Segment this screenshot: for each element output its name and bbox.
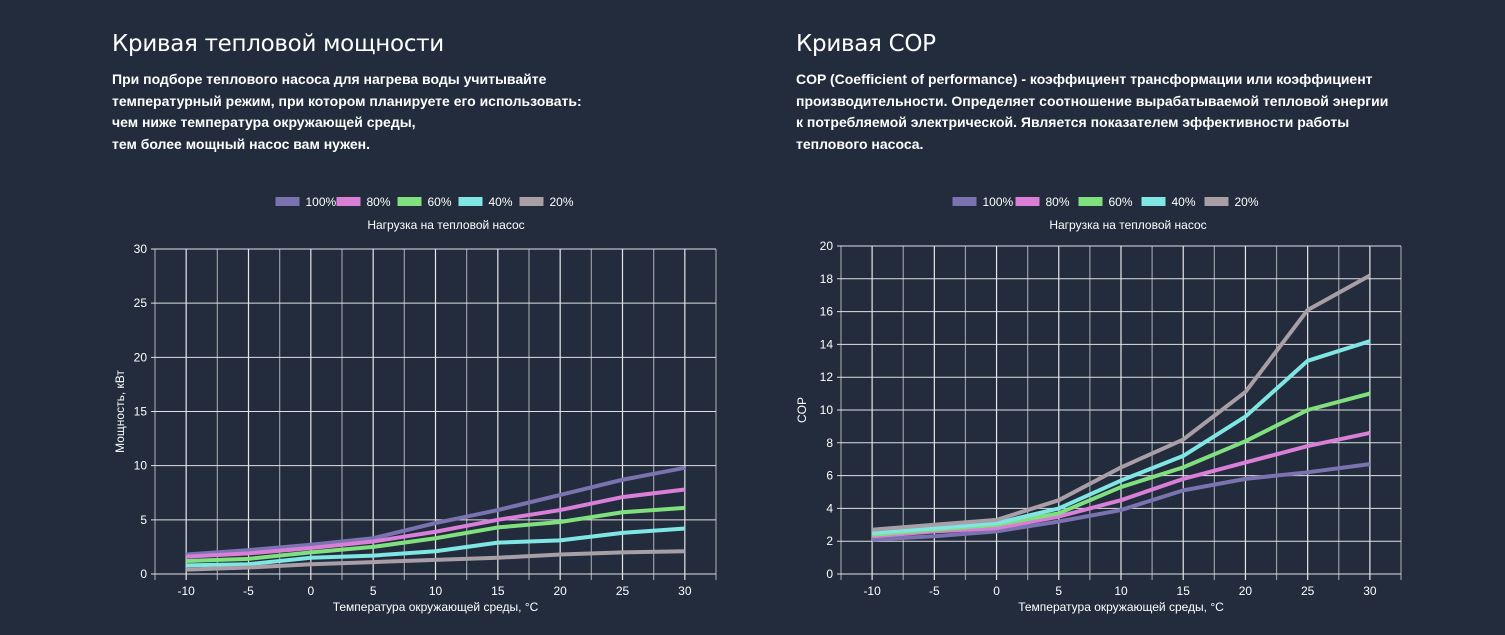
- x-axis-label: Температура окружающей среды, °C: [1018, 600, 1224, 614]
- x-tick-label: 20: [1239, 584, 1253, 598]
- x-tick-label: 0: [307, 584, 314, 598]
- y-tick-label: 20: [820, 239, 834, 253]
- y-axis-label: COP: [795, 397, 809, 423]
- legend-swatch: [1204, 197, 1229, 206]
- series-line-20pct: [186, 549, 685, 572]
- x-tick-label: 25: [1301, 584, 1315, 598]
- x-tick-label: 15: [491, 584, 505, 598]
- series-line-40pct: [186, 526, 685, 568]
- power-curve-title: Кривая тепловой мощности: [112, 31, 444, 57]
- cop-curve-description: COP (Coefficient of performance) - коэфф…: [796, 69, 1388, 155]
- legend-swatch: [336, 197, 361, 206]
- legend-label: 40%: [1172, 195, 1196, 209]
- legend-swatch: [519, 197, 544, 206]
- cop-curve-title: Кривая COP: [796, 31, 936, 57]
- legend-swatch: [1141, 197, 1166, 206]
- legend-label: 100%: [306, 195, 337, 209]
- x-tick-label: -5: [929, 584, 940, 598]
- description-line: COP (Coefficient of performance) - коэфф…: [796, 71, 1373, 87]
- y-tick-label: 2: [826, 534, 833, 548]
- legend-title: Нагрузка на тепловой насос: [367, 218, 524, 232]
- description-line: При подборе теплового насоса для нагрева…: [112, 71, 547, 87]
- description-line: к потребляемой электрической. Является п…: [796, 114, 1350, 130]
- legend-swatch: [1078, 197, 1103, 206]
- y-tick-label: 5: [140, 513, 147, 527]
- legend-label: 20%: [1235, 195, 1259, 209]
- x-tick-label: -10: [863, 584, 881, 598]
- y-tick-label: 6: [826, 469, 833, 483]
- legend-swatch: [275, 197, 300, 206]
- x-tick-label: 30: [678, 584, 692, 598]
- legend-label: 100%: [983, 195, 1014, 209]
- x-tick-label: 30: [1363, 584, 1377, 598]
- legend-swatch: [458, 197, 483, 206]
- y-tick-label: 0: [140, 567, 147, 581]
- description-line: чем ниже температура окружающей среды,: [112, 114, 416, 130]
- legend-label: 60%: [428, 195, 452, 209]
- x-tick-label: -10: [177, 584, 195, 598]
- y-tick-label: 10: [820, 403, 834, 417]
- description-line: температурный режим, при котором планиру…: [112, 92, 582, 109]
- legend-label: 40%: [489, 195, 513, 209]
- x-tick-label: 15: [1177, 584, 1191, 598]
- y-tick-label: 8: [826, 436, 833, 450]
- y-tick-label: 18: [820, 272, 834, 286]
- y-tick-label: 30: [134, 242, 148, 256]
- x-tick-label: 5: [1055, 584, 1062, 598]
- description-line: теплового насоса.: [796, 135, 924, 152]
- x-tick-label: 5: [370, 584, 377, 598]
- legend-label: 60%: [1109, 195, 1133, 209]
- x-tick-label: 25: [616, 584, 630, 598]
- series-line-100pct: [186, 465, 686, 557]
- legend-swatch: [1015, 197, 1040, 206]
- y-tick-label: 12: [820, 370, 834, 384]
- y-axis-label: Мощность, кВт: [113, 370, 127, 453]
- x-tick-label: 10: [1114, 584, 1128, 598]
- series-line-80pct: [871, 431, 1371, 539]
- legend-swatch: [952, 197, 977, 206]
- series-line-60pct: [186, 505, 685, 563]
- y-tick-label: 0: [826, 567, 833, 581]
- series-line-40pct: [871, 339, 1371, 535]
- legend-title: Нагрузка на тепловой насос: [1049, 218, 1206, 232]
- x-tick-label: 10: [429, 584, 443, 598]
- power-curve-description: При подборе теплового насоса для нагрева…: [112, 69, 582, 155]
- series-line-100pct: [872, 462, 1371, 542]
- x-tick-label: 20: [553, 584, 567, 598]
- description-line: тем более мощный насос вам нужен.: [112, 135, 370, 152]
- series-line-80pct: [186, 487, 686, 559]
- x-tick-label: -5: [243, 584, 254, 598]
- y-tick-label: 14: [820, 337, 834, 351]
- y-tick-label: 4: [826, 501, 833, 515]
- series-line-20pct: [871, 273, 1371, 532]
- y-tick-label: 25: [134, 296, 148, 310]
- legend-label: 20%: [550, 195, 574, 209]
- description-line: производительности. Определяет соотношен…: [796, 92, 1389, 109]
- legend-swatch: [397, 197, 422, 206]
- y-tick-label: 20: [134, 350, 148, 364]
- y-tick-label: 10: [134, 459, 148, 473]
- y-tick-label: 15: [134, 405, 148, 419]
- x-tick-label: 0: [993, 584, 1000, 598]
- legend-label: 80%: [367, 195, 391, 209]
- y-tick-label: 16: [820, 305, 834, 319]
- x-axis-label: Температура окружающей среды, °C: [333, 600, 539, 614]
- legend-label: 80%: [1046, 195, 1070, 209]
